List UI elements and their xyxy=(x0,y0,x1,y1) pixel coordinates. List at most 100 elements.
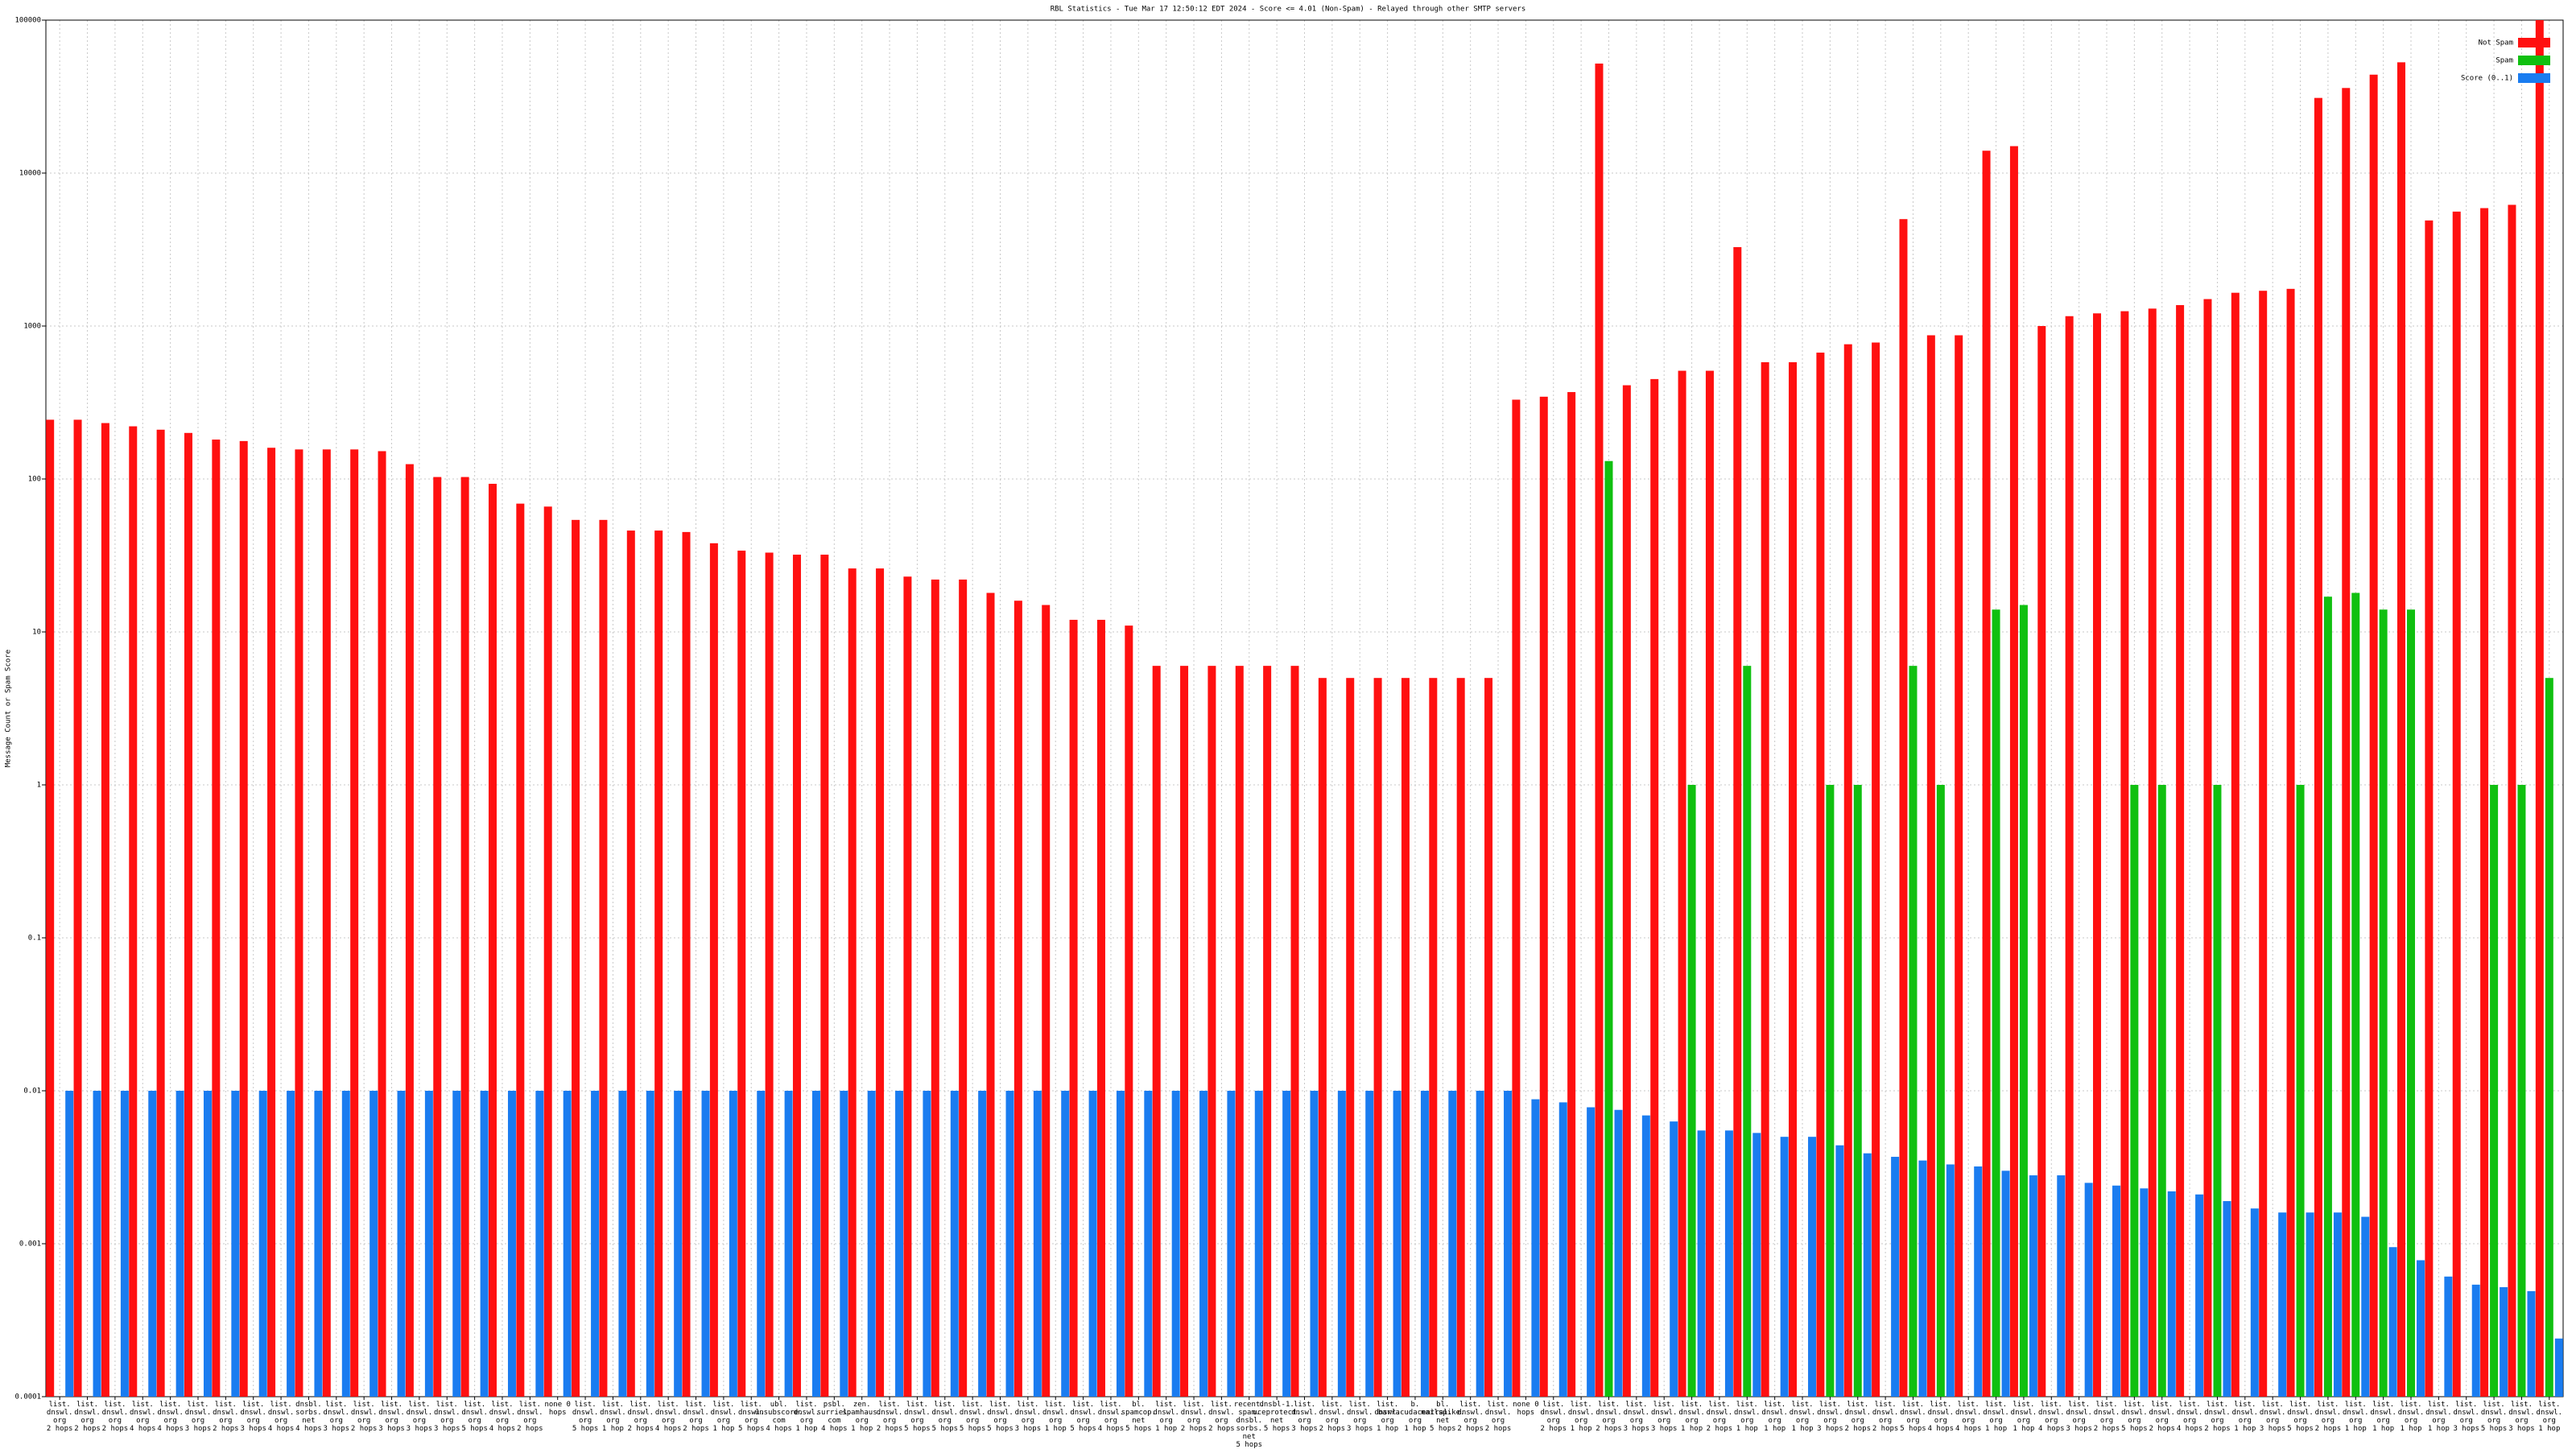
bar xyxy=(2417,1260,2425,1397)
y-tick-label: 100 xyxy=(28,476,41,484)
bar xyxy=(1558,1102,1567,1397)
x-tick-label: list. dnswl. org 3 hops xyxy=(1624,1401,1650,1433)
bar xyxy=(2250,1208,2259,1397)
bar xyxy=(646,1091,654,1397)
bar xyxy=(618,1091,627,1397)
x-tick-label: list. dnswl. org 1 hop xyxy=(2370,1401,2396,1433)
bar xyxy=(175,1091,184,1397)
bar xyxy=(1531,1099,1540,1397)
bar xyxy=(120,1091,129,1397)
bar xyxy=(46,419,55,1397)
y-tick-label: 100000 xyxy=(14,17,41,25)
x-tick-label: bl. mailspike. net 5 hops xyxy=(1421,1401,1464,1433)
bar xyxy=(1863,1153,1872,1397)
bar xyxy=(1456,678,1465,1397)
bar xyxy=(2112,1185,2121,1397)
bar xyxy=(2203,299,2212,1397)
bar xyxy=(1816,353,1825,1397)
x-tick-label: list. dnswl. org 5 hops xyxy=(987,1401,1013,1433)
bar xyxy=(1872,342,1880,1397)
bar xyxy=(1641,1115,1650,1397)
bar xyxy=(2009,146,2018,1397)
bar xyxy=(1401,678,1410,1397)
bar xyxy=(1899,219,1908,1397)
bar xyxy=(2157,785,2166,1397)
x-tick-label: list. dnswl. org 3 hops xyxy=(1651,1401,1678,1433)
bar xyxy=(2195,1194,2204,1397)
x-tick-label: list. dnswl. org 5 hops xyxy=(1070,1401,1096,1433)
x-tick-label: list. dnswl. org 5 hops xyxy=(904,1401,931,1433)
x-tick-label: list. dnswl. org 1 hop xyxy=(1042,1401,1069,1433)
bar xyxy=(1429,678,1438,1397)
x-tick-label: list. dnswl. org 4 hops xyxy=(157,1401,184,1433)
x-tick-label: list. dnswl. org 5 hops xyxy=(572,1401,599,1433)
bar xyxy=(876,568,885,1397)
x-tick-label: list. dnswl. org 1 hop xyxy=(1734,1401,1761,1433)
x-tick-label: list. dnswl. org 5 hops xyxy=(2287,1401,2314,1433)
x-tick-label: list. dnswl. org 3 hops xyxy=(2508,1401,2535,1433)
bar xyxy=(626,530,635,1397)
bar xyxy=(729,1091,737,1397)
x-tick-label: list. dnswl. org 1 hop xyxy=(1153,1401,1179,1433)
bar xyxy=(563,1091,572,1397)
bar xyxy=(212,440,221,1397)
bar xyxy=(1013,601,1022,1397)
x-tick-label: list. dnswl. org 1 hop xyxy=(794,1401,820,1433)
x-tick-label: list. dnswl. org 1 hop xyxy=(2011,1401,2037,1433)
bar xyxy=(516,503,525,1397)
bar xyxy=(1622,385,1631,1397)
legend-label: Not Spam xyxy=(2479,39,2513,47)
bar xyxy=(2065,316,2074,1397)
bar xyxy=(2259,291,2268,1397)
bar xyxy=(923,1091,931,1397)
bar xyxy=(2306,1212,2314,1397)
bar xyxy=(148,1091,157,1397)
x-tick-label: list. dnswl. org 2 hops xyxy=(1844,1401,1871,1433)
bar xyxy=(895,1091,904,1397)
x-tick-label: list. dnswl. org 4 hops xyxy=(1955,1401,1982,1433)
bar xyxy=(1208,666,1216,1397)
x-tick-label: list. dnswl. org 2 hops xyxy=(2315,1401,2342,1433)
x-tick-label: list. dnswl. org 1 hop xyxy=(2425,1401,2452,1433)
bar xyxy=(1088,1091,1097,1397)
bar xyxy=(1992,609,2000,1397)
bar xyxy=(2323,597,2332,1397)
bar xyxy=(757,1091,766,1397)
x-tick-label: list. dnswl. org 2 hops xyxy=(102,1401,129,1433)
x-tick-label: list. dnswl. org 4 hops xyxy=(1928,1401,1955,1433)
bar xyxy=(1974,1166,1983,1397)
x-tick-label: list. dnswl. org 1 hop xyxy=(1568,1401,1595,1433)
bar xyxy=(1504,1091,1513,1397)
y-axis-label: Message Count or Spam Score xyxy=(5,650,13,767)
bar xyxy=(65,1091,74,1397)
x-tick-label: b. barracudacentral. org 1 hop xyxy=(1378,1401,1452,1433)
bar xyxy=(1982,151,1991,1397)
bar xyxy=(2500,1286,2508,1397)
bar xyxy=(1752,1133,1761,1397)
x-tick-label: list. dnswl. org 2 hops xyxy=(1181,1401,1208,1433)
x-tick-label: list. dnswl. org 2 hops xyxy=(74,1401,101,1433)
bar xyxy=(1152,666,1161,1397)
bar xyxy=(599,519,608,1397)
bar xyxy=(2480,208,2489,1397)
bar xyxy=(1365,1091,1374,1397)
bar xyxy=(1650,378,1659,1397)
x-tick-label: list. dnswl. org 5 hops xyxy=(960,1401,986,1433)
x-tick-label: list. dnswl. org 5 hops xyxy=(2121,1401,2148,1433)
bar xyxy=(2452,211,2461,1397)
bar xyxy=(1604,460,1613,1397)
bar xyxy=(1254,1091,1263,1397)
bar xyxy=(2231,292,2240,1397)
bar xyxy=(405,464,414,1397)
y-tick-label: 0.01 xyxy=(23,1088,41,1096)
bar xyxy=(709,543,718,1397)
bar xyxy=(1171,1091,1180,1397)
x-tick-label: dnsbl-1. uceprotect. net 5 hops xyxy=(1253,1401,1301,1433)
bar xyxy=(2019,605,2028,1397)
bar xyxy=(1373,678,1382,1397)
bar xyxy=(1595,63,1604,1397)
bar xyxy=(1761,361,1769,1397)
bar xyxy=(369,1091,378,1397)
bar xyxy=(1724,1130,1733,1397)
bar xyxy=(1318,678,1327,1397)
